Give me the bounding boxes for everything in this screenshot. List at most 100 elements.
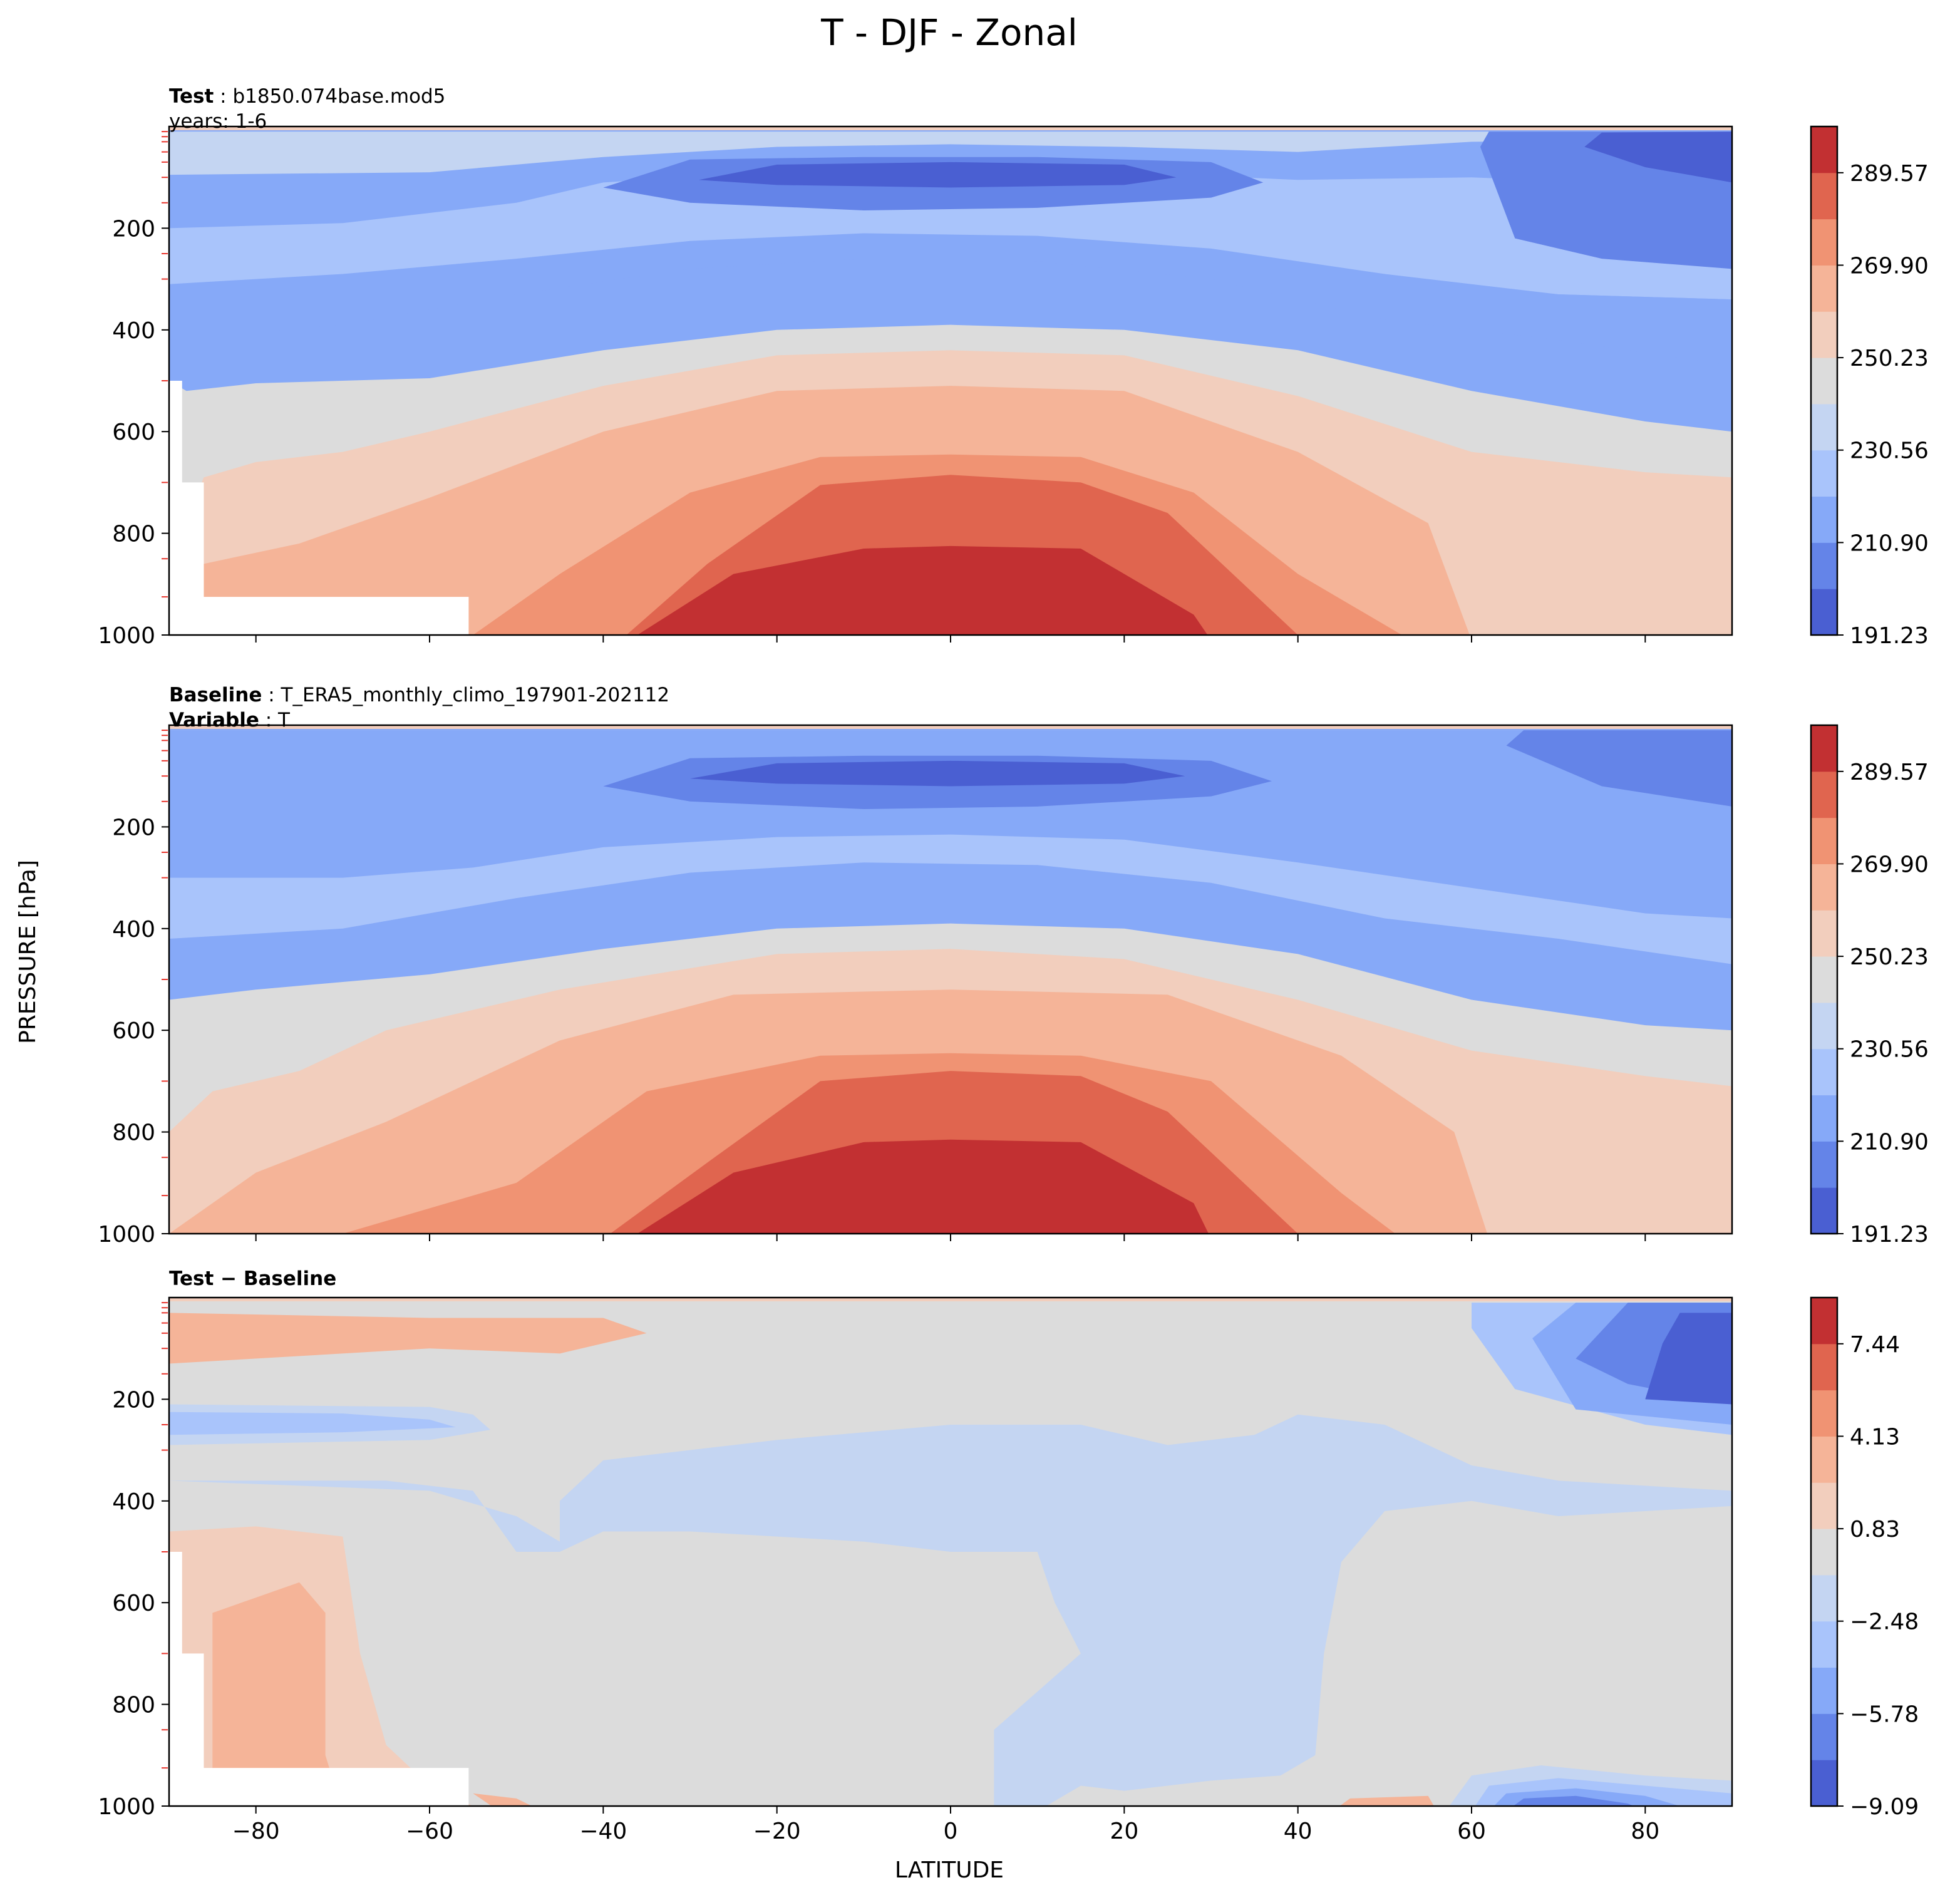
colorbar-segment — [1811, 725, 1837, 772]
contour-band — [169, 1412, 456, 1435]
y-tick-label: 600 — [112, 420, 155, 445]
colorbar-segment — [1811, 1298, 1837, 1345]
colorbar-tick-label: −5.78 — [1850, 1701, 1919, 1727]
y-tick-label: 800 — [112, 522, 155, 547]
colorbar-segment — [1811, 1574, 1837, 1622]
colorbar-segment — [1811, 1482, 1837, 1529]
colorbar-segment — [1811, 265, 1837, 312]
colorbar-segment — [1811, 1002, 1837, 1050]
y-axis-label: PRESSURE [hPa] — [15, 860, 41, 1044]
plot-area — [169, 725, 1732, 1234]
colorbar-tick-label: 289.57 — [1850, 760, 1929, 785]
colorbar-tick-label: 4.13 — [1850, 1424, 1900, 1450]
colorbar-segment — [1811, 126, 1837, 173]
y-tick-label: 800 — [112, 1693, 155, 1718]
colorbar-tick-label: 7.44 — [1850, 1332, 1900, 1358]
panel-1: 200 400 600 800 1000 Test : b1850.074base.mod… — [98, 85, 1929, 649]
contour-band — [169, 1414, 1732, 1806]
colorbar-segment — [1811, 1667, 1837, 1714]
colorbar-segment — [1811, 1095, 1837, 1142]
contour-band — [169, 233, 1732, 366]
contour-top-strip — [169, 1298, 1732, 1301]
contour-band — [169, 1313, 647, 1364]
colorbar-segment — [1811, 1343, 1837, 1391]
missing-data-mask — [169, 381, 469, 635]
colorbar-segment — [1811, 1048, 1837, 1096]
colorbar-tick-label: 250.23 — [1850, 944, 1929, 970]
contour-band — [637, 545, 1208, 635]
panel-2: 200 400 600 800 1000 Baseline : T_ERA5_monthl… — [98, 684, 1929, 1247]
panel-header-line: years: 1-6 — [169, 110, 267, 133]
colorbar-frame — [1810, 724, 1839, 1235]
contour-band — [1584, 132, 1732, 183]
colorbar-tick-label: 0.83 — [1850, 1517, 1900, 1542]
colorbar: −9.09 −5.78 −2.48 0.83 4.13 7.44 — [1810, 1296, 1919, 1820]
colorbar-segment — [1811, 817, 1837, 864]
colorbar-segment — [1811, 1621, 1837, 1668]
y-tick-label: 200 — [112, 815, 155, 840]
y-tick-label: 600 — [112, 1018, 155, 1044]
x-tick-label: −40 — [579, 1819, 627, 1844]
contour-top-strip — [169, 725, 1732, 729]
x-tick-label: −20 — [753, 1819, 801, 1844]
figure-title: T - DJF - Zonal — [820, 11, 1078, 54]
contour-band — [1645, 1313, 1732, 1405]
colorbar-tick-label: −9.09 — [1850, 1794, 1919, 1820]
plot-area — [169, 126, 1732, 635]
panel-header-line: Variable : T — [169, 709, 291, 731]
panel-header-line: Test : b1850.074base.mod5 — [169, 85, 445, 108]
colorbar-segment — [1811, 956, 1837, 1003]
colorbar-segment — [1811, 219, 1837, 266]
y-tick-label: 400 — [112, 917, 155, 942]
colorbar-segment — [1811, 1436, 1837, 1483]
x-tick-label: 80 — [1631, 1819, 1659, 1844]
colorbar: 191.23 210.90 230.56 250.23 269.90 289.57 — [1810, 724, 1929, 1247]
colorbar-segment — [1811, 1141, 1837, 1188]
colorbar-tick-label: 230.56 — [1850, 438, 1929, 464]
colorbar-segment — [1811, 910, 1837, 957]
colorbar-tick-label: −2.48 — [1850, 1609, 1919, 1635]
y-tick-label: 400 — [112, 1489, 155, 1515]
x-tick-label: 60 — [1457, 1819, 1486, 1844]
contour-band — [690, 760, 1185, 787]
colorbar-frame — [1810, 1296, 1839, 1807]
y-tick-label: 200 — [112, 1387, 155, 1413]
x-tick-label: 20 — [1110, 1819, 1138, 1844]
colorbar-tick-label: 269.90 — [1850, 253, 1929, 279]
x-axis-label: LATITUDE — [895, 1857, 1004, 1883]
missing-data-mask — [169, 1552, 469, 1806]
colorbar-segment — [1811, 542, 1837, 589]
panel-header-line: Test − Baseline — [169, 1268, 336, 1290]
x-tick-label: −80 — [232, 1819, 280, 1844]
contour-band — [1339, 1795, 1434, 1806]
contour-band — [169, 730, 1732, 919]
y-tick-label: 200 — [112, 216, 155, 242]
panel-3: 200 400 600 800 1000 −80 −60 −40 −20 0 20 40 60 80 Tes… — [98, 1268, 1919, 1844]
contour-band — [637, 1139, 1209, 1234]
plot-area — [169, 1298, 1732, 1806]
x-tick-label: 0 — [944, 1819, 958, 1844]
colorbar-tick-label: 210.90 — [1850, 1129, 1929, 1155]
colorbar-segment — [1811, 589, 1837, 636]
colorbar-segment — [1811, 1187, 1837, 1234]
y-tick-label: 1000 — [98, 1794, 155, 1820]
contour-band — [473, 1793, 532, 1806]
y-tick-label: 600 — [112, 1591, 155, 1616]
colorbar-segment — [1811, 450, 1837, 497]
x-tick-label: 40 — [1284, 1819, 1313, 1844]
colorbar-segment — [1811, 172, 1837, 220]
colorbar-tick-label: 269.90 — [1850, 852, 1929, 877]
contour-band — [698, 162, 1177, 188]
colorbar-tick-label: 289.57 — [1850, 161, 1929, 187]
panel-header-line: Baseline : T_ERA5_monthly_climo_197901-2… — [169, 684, 669, 706]
contour-band — [1513, 1795, 1634, 1806]
y-tick-label: 400 — [112, 318, 155, 344]
colorbar: 191.23 210.90 230.56 250.23 269.90 289.57 — [1810, 125, 1929, 649]
y-tick-label: 800 — [112, 1120, 155, 1146]
colorbar-segment — [1811, 771, 1837, 818]
contour-top-strip — [169, 126, 1732, 130]
colorbar-frame — [1810, 125, 1839, 636]
colorbar-segment — [1811, 403, 1837, 451]
contour-band — [212, 1582, 341, 1806]
